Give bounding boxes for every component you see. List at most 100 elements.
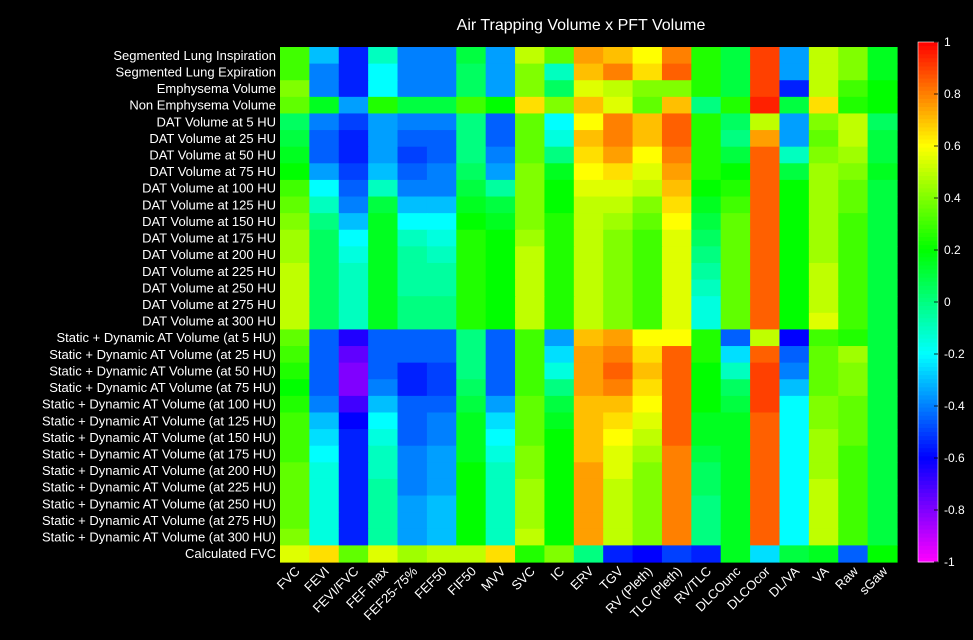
heatmap-cell (867, 429, 898, 447)
heatmap-cell (309, 379, 340, 397)
heatmap-cell (280, 96, 310, 115)
heatmap-cell (779, 262, 810, 281)
colorbar-tick-label: 0.4 (944, 191, 961, 205)
heatmap-cell (779, 80, 810, 98)
colorbar-segment (918, 440, 938, 445)
colorbar-segment (918, 513, 938, 518)
heatmap-cell (661, 279, 692, 297)
heatmap-cell (779, 312, 810, 331)
chart-title: Air Trapping Volume x PFT Volume (457, 17, 706, 34)
colorbar-segment (918, 54, 938, 59)
colorbar-segment (918, 167, 938, 173)
colorbar-segment (918, 159, 938, 165)
heatmap-cell (338, 379, 369, 397)
heatmap-cell (368, 329, 399, 347)
heatmap-cell (808, 130, 839, 148)
heatmap-cell (515, 462, 546, 480)
row-label: DAT Volume at 300 HU (142, 314, 276, 329)
heatmap-cell (808, 478, 839, 497)
heatmap-cell (515, 512, 546, 530)
heatmap-cell (397, 80, 428, 98)
heatmap-cell (779, 395, 810, 414)
heatmap-cell (338, 495, 369, 513)
heatmap-cell (280, 63, 310, 81)
heatmap-cell (779, 495, 810, 513)
heatmap-cell (456, 429, 487, 447)
colorbar-tick-label: 0.2 (944, 243, 961, 257)
heatmap-cell (515, 395, 546, 414)
heatmap-cell (573, 262, 604, 281)
heatmap-cell (368, 262, 399, 281)
heatmap-cell (750, 478, 781, 497)
colorbar-segment (918, 163, 938, 169)
heatmap-cell (573, 445, 604, 463)
heatmap-cell (338, 478, 369, 497)
heatmap-cell (750, 47, 781, 65)
column-label: FIF50 (444, 564, 479, 599)
heatmap-cell (779, 96, 810, 115)
colorbar-segment (918, 176, 938, 181)
heatmap-cell (426, 96, 457, 115)
heatmap-cell (661, 512, 692, 530)
heatmap-cell (515, 445, 546, 463)
heatmap-cell (867, 312, 898, 331)
heatmap-cell (368, 213, 399, 231)
colorbar-segment (918, 484, 938, 490)
heatmap-cell (309, 63, 340, 81)
colorbar-segment (918, 330, 938, 335)
heatmap-cell (779, 113, 810, 131)
heatmap-cell (632, 80, 663, 98)
heatmap-cell (720, 246, 751, 264)
heatmap-cell (397, 478, 428, 497)
heatmap-cell (456, 495, 487, 513)
heatmap-cell (338, 80, 369, 98)
heatmap-cell (280, 329, 310, 347)
colorbar-segment (918, 399, 938, 405)
heatmap-cell (720, 462, 751, 480)
heatmap-cell (838, 478, 869, 497)
heatmap-cell (485, 412, 516, 430)
colorbar-segment (918, 362, 938, 368)
heatmap-cell (368, 429, 399, 447)
heatmap-cell (808, 346, 839, 364)
column-label: MVV (478, 563, 509, 594)
heatmap-cell (661, 80, 692, 98)
row-label: Static + Dynamic AT Volume (at 125 HU) (42, 413, 276, 428)
heatmap-cell (691, 179, 722, 198)
heatmap-cell (338, 528, 369, 546)
heatmap-cell (867, 196, 898, 214)
heatmap-cell (779, 462, 810, 480)
heatmap-cell (661, 362, 692, 380)
heatmap-cell (838, 445, 869, 463)
heatmap-cell (779, 429, 810, 447)
heatmap-cell (515, 429, 546, 447)
heatmap-cell (309, 495, 340, 513)
heatmap-cell (838, 346, 869, 364)
heatmap-cell (280, 196, 310, 214)
heatmap-cell (603, 296, 634, 314)
heatmap-cell (691, 213, 722, 231)
heatmap-cell (691, 429, 722, 447)
heatmap-cell (544, 412, 575, 430)
heatmap-cell (632, 130, 663, 148)
row-label: DAT Volume at 225 HU (142, 264, 276, 279)
colorbar-segment (918, 460, 938, 465)
heatmap-cell (485, 329, 516, 347)
heatmap-cell (544, 312, 575, 331)
heatmap-cell (485, 528, 516, 546)
heatmap-cell (750, 495, 781, 513)
column-label: IC (547, 564, 567, 584)
heatmap-cell (338, 163, 369, 181)
heatmap-cell (515, 346, 546, 364)
heatmap-cell (485, 262, 516, 281)
heatmap-cell (603, 113, 634, 131)
heatmap-cell (456, 346, 487, 364)
heatmap-cell (426, 362, 457, 380)
heatmap-cell (867, 47, 898, 65)
heatmap-cell (779, 146, 810, 164)
row-label: Static + Dynamic AT Volume (at 100 HU) (42, 397, 276, 412)
colorbar-tick-label: -0.6 (944, 451, 965, 465)
heatmap-cell (808, 495, 839, 513)
heatmap-cell (632, 329, 663, 347)
colorbar-segment (918, 302, 938, 307)
